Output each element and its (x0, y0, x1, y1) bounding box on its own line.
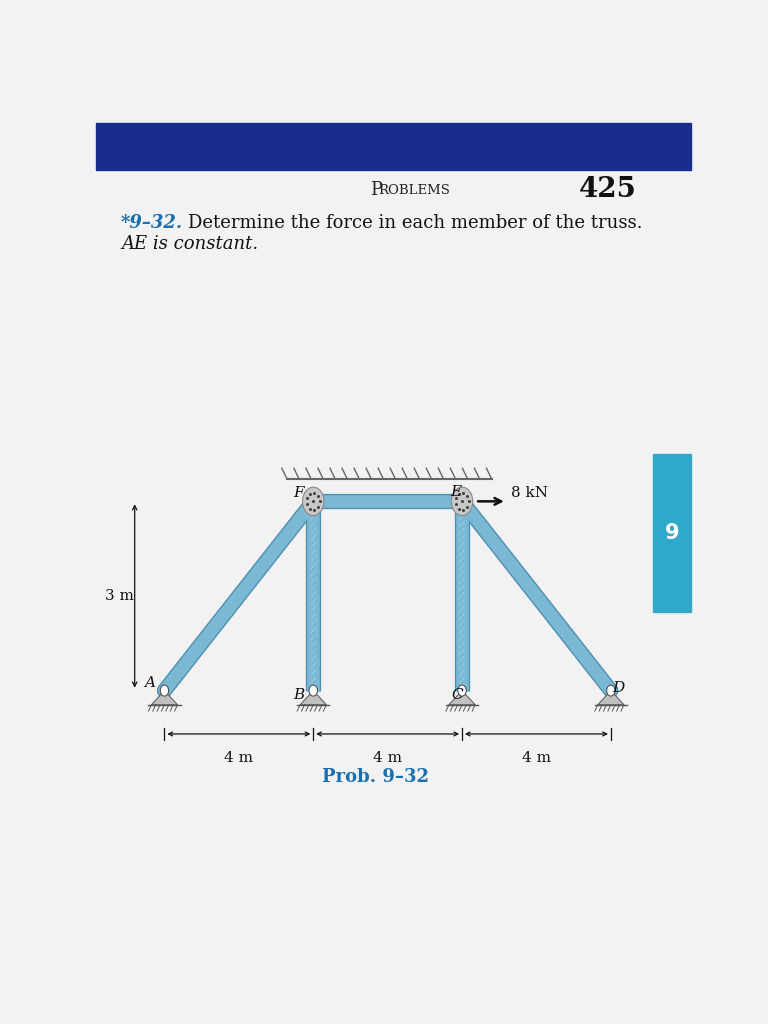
Text: *9–32.: *9–32. (121, 214, 183, 232)
Text: F: F (293, 486, 303, 501)
Text: 425: 425 (579, 176, 637, 204)
Text: 4 m: 4 m (522, 752, 551, 765)
Text: Prob. 9–32: Prob. 9–32 (323, 768, 429, 786)
Polygon shape (598, 690, 624, 705)
Text: C: C (452, 687, 463, 701)
Circle shape (303, 487, 324, 515)
Circle shape (458, 685, 466, 696)
Bar (96, 123, 691, 170)
Text: 3 m: 3 m (105, 589, 134, 603)
Circle shape (607, 685, 615, 696)
Text: D: D (612, 681, 624, 695)
Circle shape (309, 685, 317, 696)
Text: AE is constant.: AE is constant. (121, 234, 258, 253)
Text: A: A (144, 676, 155, 690)
Text: P: P (370, 181, 382, 199)
Text: 4 m: 4 m (373, 752, 402, 765)
Polygon shape (151, 690, 177, 705)
Text: E: E (451, 485, 462, 499)
Circle shape (452, 487, 473, 515)
Text: 8 kN: 8 kN (511, 486, 548, 501)
Text: 9: 9 (664, 523, 679, 543)
Bar (653, 454, 691, 611)
Polygon shape (300, 690, 326, 705)
Text: B: B (293, 687, 305, 701)
Circle shape (161, 685, 169, 696)
Text: Determine the force in each member of the truss.: Determine the force in each member of th… (188, 214, 643, 232)
Text: 4 m: 4 m (224, 752, 253, 765)
Text: ROBLEMS: ROBLEMS (378, 184, 450, 198)
Polygon shape (449, 690, 475, 705)
